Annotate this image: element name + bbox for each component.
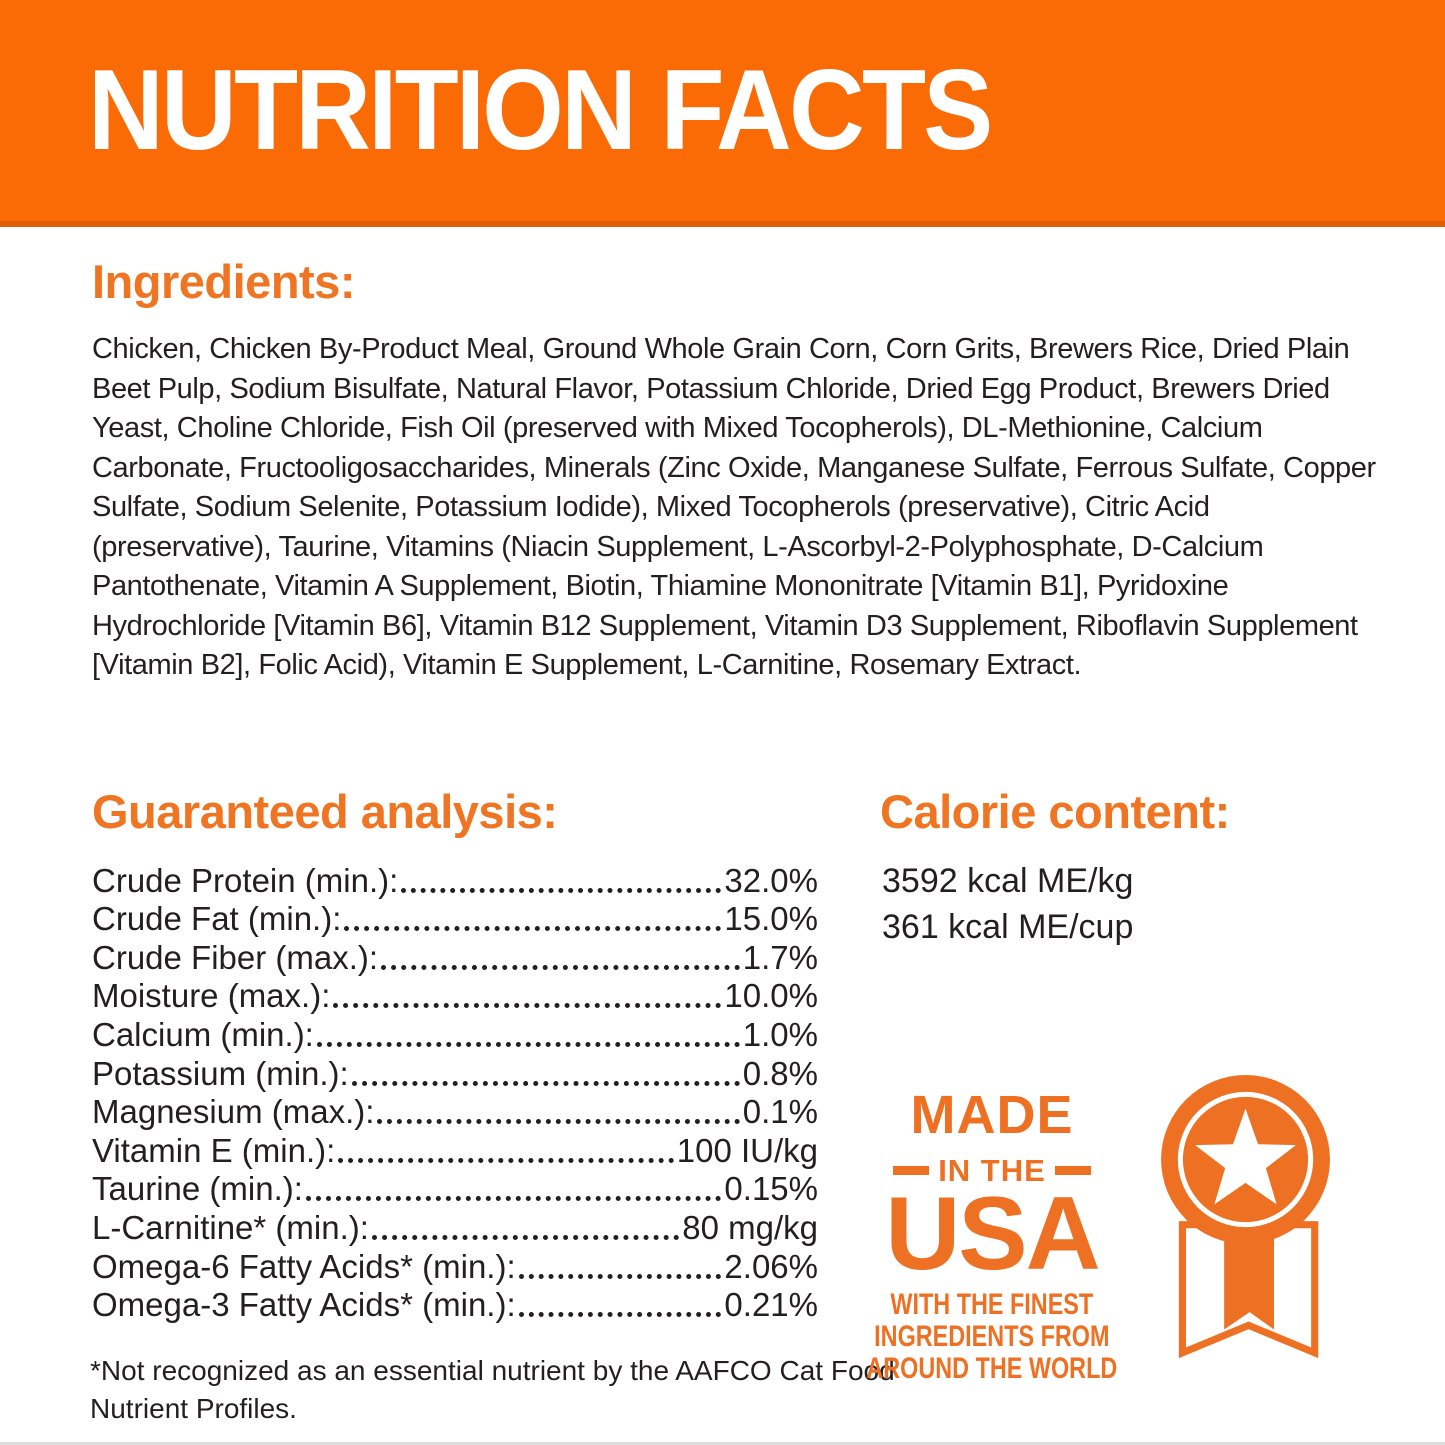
usa-line-inthe: IN THE [893,1155,1091,1186]
analysis-row: Calcium (min.): 1.0% [92,1012,818,1051]
usa-tagline: WITH THE FINEST INGREDIENTS FROM AROUND … [831,1289,1153,1385]
analysis-value: 0.8% [742,1054,818,1092]
calorie-kg: 3592 kcal ME/kg [882,862,1134,900]
guaranteed-analysis-table: Crude Protein (min.): 32.0% Crude Fat (m… [92,858,818,1324]
header-banner: NUTRITION FACTS [0,0,1445,227]
dash-right [1054,1166,1091,1175]
analysis-row: Crude Fiber (max.): 1.7% [92,935,818,974]
made-in-usa-text: MADE IN THE USA WITH THE FINEST INGREDIE… [867,1072,1118,1385]
calorie-content-heading: Calorie content: [880,785,1230,838]
analysis-label: Omega-6 Fatty Acids* (min.): [92,1247,516,1285]
photo-bottom-edge [0,1442,1445,1445]
dot-leader [316,1041,740,1047]
calorie-cup: 361 kcal ME/cup [882,908,1134,946]
dot-leader [338,1157,674,1163]
analysis-value: 15.0% [724,900,818,938]
usa-line-made: MADE [910,1085,1074,1145]
tagline-line-1: WITH THE FINEST [890,1288,1094,1322]
dot-leader [401,887,722,893]
analysis-value: 0.15% [724,1170,818,1208]
dot-leader [333,1003,722,1009]
usa-inthe-label: IN THE [938,1153,1046,1188]
analysis-row: Crude Protein (min.): 32.0% [92,858,818,897]
dot-leader [518,1312,722,1318]
analysis-value: 32.0% [724,861,818,899]
analysis-row: Omega-3 Fatty Acids* (min.): 0.21% [92,1283,818,1324]
analysis-label: Magnesium (max.): [92,1093,375,1131]
analysis-row: Moisture (max.): 10.0% [92,974,818,1015]
analysis-label: L-Carnitine* (min.): [92,1208,369,1246]
analysis-value: 10.0% [724,977,818,1015]
analysis-label: Crude Protein (min.): [92,861,399,899]
ingredients-heading: Ingredients: [92,255,355,308]
analysis-value: 2.06% [724,1247,818,1285]
analysis-row: Taurine (min.): 0.15% [92,1167,818,1208]
tagline-line-2: INGREDIENTS FROM [874,1320,1110,1354]
dot-leader [371,1234,680,1240]
dash-left [893,1166,930,1175]
analysis-label: Vitamin E (min.): [92,1131,336,1169]
analysis-row: Vitamin E (min.): 100 IU/kg [92,1128,818,1167]
award-ribbon-icon [1161,1075,1330,1359]
ingredients-text: Chicken, Chicken By-Product Meal, Ground… [92,333,1376,681]
analysis-label: Potassium (min.): [92,1054,349,1092]
analysis-row: Crude Fat (min.): 15.0% [92,897,818,938]
tagline-line-3: AROUND THE WORLD [866,1352,1118,1386]
guaranteed-analysis-heading: Guaranteed analysis: [92,785,558,838]
analysis-value: 80 mg/kg [682,1208,818,1246]
analysis-row: Magnesium (max.): 0.1% [92,1090,818,1131]
analysis-row: L-Carnitine* (min.): 80 mg/kg [92,1205,818,1244]
analysis-label: Calcium (min.): [92,1015,314,1053]
dot-leader [351,1080,740,1086]
made-in-usa-badge: MADE IN THE USA WITH THE FINEST INGREDIE… [867,1072,1348,1385]
analysis-label: Moisture (max.): [92,977,331,1015]
analysis-label: Omega-3 Fatty Acids* (min.): [92,1286,516,1324]
dot-leader [344,926,722,932]
calorie-content-values: 3592 kcal ME/kg 361 kcal ME/cup [882,858,1133,950]
analysis-label: Crude Fat (min.): [92,900,342,938]
analysis-row: Potassium (min.): 0.8% [92,1051,818,1090]
star-icon [1195,1108,1296,1205]
analysis-label: Taurine (min.): [92,1170,303,1208]
analysis-value: 0.21% [724,1286,818,1324]
dot-leader [518,1273,722,1279]
analysis-label: Crude Fiber (max.): [92,938,379,976]
analysis-value: 0.1% [742,1093,818,1131]
analysis-row: Omega-6 Fatty Acids* (min.): 2.06% [92,1244,818,1283]
dot-leader [377,1119,740,1125]
analysis-value: 100 IU/kg [676,1131,818,1169]
dot-leader [381,964,740,970]
page-title: NUTRITION FACTS [88,46,993,174]
usa-line-usa: USA [885,1176,1101,1292]
footnote: *Not recognized as an essential nutrient… [90,1355,895,1424]
analysis-value: 1.7% [742,938,818,976]
dot-leader [305,1196,722,1202]
analysis-value: 1.0% [742,1015,818,1053]
